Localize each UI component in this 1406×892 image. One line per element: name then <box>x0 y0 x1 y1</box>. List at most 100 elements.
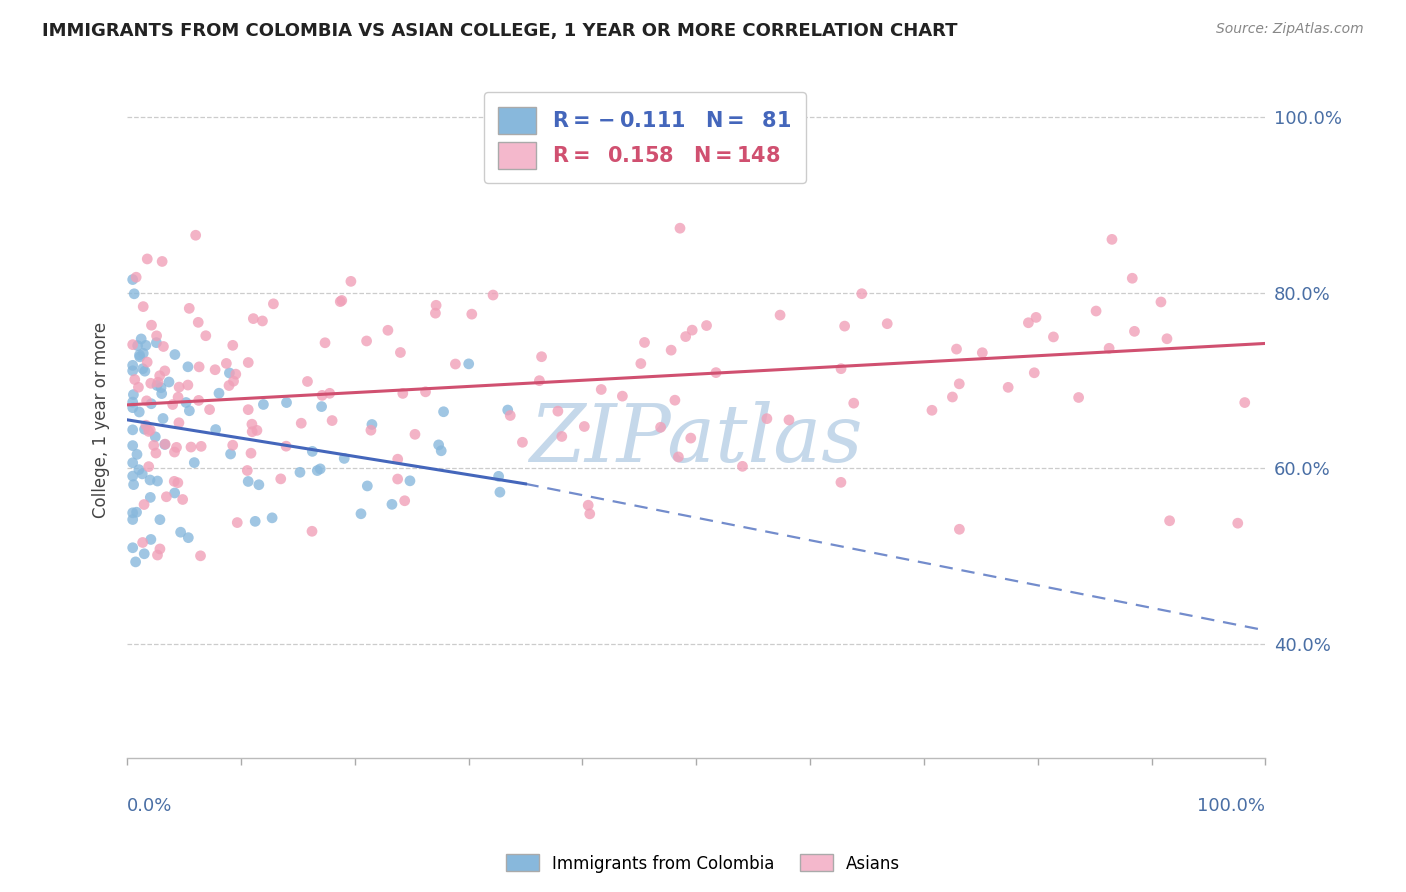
Point <box>387 472 409 486</box>
Point <box>389 345 412 359</box>
Point <box>834 319 856 334</box>
Point <box>132 498 155 512</box>
Point <box>290 416 312 430</box>
Point <box>188 359 211 374</box>
Point <box>262 297 284 311</box>
Point <box>204 362 226 376</box>
Point <box>1123 324 1146 338</box>
Point <box>650 420 672 434</box>
Point <box>432 405 454 419</box>
Point <box>146 548 169 562</box>
Point <box>630 357 652 371</box>
Point <box>215 356 238 370</box>
Point <box>121 359 143 373</box>
Point <box>146 378 169 392</box>
Point <box>222 374 245 388</box>
Point <box>145 446 167 460</box>
Point <box>482 288 505 302</box>
Point <box>138 459 160 474</box>
Point <box>127 380 149 394</box>
Point <box>769 308 792 322</box>
Point <box>425 306 447 320</box>
Point <box>731 459 754 474</box>
Point <box>314 335 336 350</box>
Point <box>311 388 333 402</box>
Point <box>131 467 153 481</box>
Point <box>394 493 416 508</box>
Point <box>276 439 298 453</box>
Point <box>166 475 188 490</box>
Point <box>134 547 156 561</box>
Point <box>132 300 155 314</box>
Point <box>1226 516 1249 531</box>
Point <box>461 307 484 321</box>
Legend: $\mathbf{R = -0.111}$   $\mathbf{N = \ \ 81}$, $\mathbf{R = \ \ 0.158}$   $\math: $\mathbf{R = -0.111}$ $\mathbf{N = \ \ 8… <box>484 92 807 184</box>
Point <box>1017 316 1039 330</box>
Point <box>122 286 145 301</box>
Point <box>128 463 150 477</box>
Point <box>150 254 173 268</box>
Point <box>121 337 143 351</box>
Point <box>218 378 240 392</box>
Point <box>132 346 155 360</box>
Point <box>146 376 169 390</box>
Point <box>136 355 159 369</box>
Point <box>574 419 596 434</box>
Point <box>1085 304 1108 318</box>
Point <box>444 357 467 371</box>
Point <box>945 342 967 356</box>
Point <box>153 364 176 378</box>
Point <box>247 477 270 491</box>
Point <box>972 345 994 359</box>
Point <box>138 425 160 439</box>
Point <box>145 335 167 350</box>
Point <box>377 323 399 337</box>
Point <box>187 315 209 329</box>
Point <box>121 439 143 453</box>
Point <box>141 397 163 411</box>
Point <box>135 418 157 433</box>
Point <box>242 311 264 326</box>
Text: 100.0%: 100.0% <box>1198 797 1265 814</box>
Point <box>172 492 194 507</box>
Text: Source: ZipAtlas.com: Source: ZipAtlas.com <box>1216 22 1364 37</box>
Point <box>129 332 152 346</box>
Point <box>150 386 173 401</box>
Point <box>157 375 180 389</box>
Point <box>270 472 292 486</box>
Point <box>139 533 162 547</box>
Point <box>530 350 553 364</box>
Point <box>167 380 190 394</box>
Point <box>669 221 692 235</box>
Point <box>318 386 340 401</box>
Point <box>146 474 169 488</box>
Point <box>150 381 173 395</box>
Point <box>163 486 186 500</box>
Point <box>666 450 689 464</box>
Point <box>851 286 873 301</box>
Point <box>125 270 148 285</box>
Point <box>578 507 600 521</box>
Point <box>163 445 186 459</box>
Point <box>659 343 682 358</box>
Point <box>139 423 162 437</box>
Y-axis label: College, 1 year or more: College, 1 year or more <box>93 322 110 518</box>
Point <box>208 386 231 401</box>
Point <box>141 318 163 333</box>
Point <box>162 397 184 411</box>
Point <box>134 364 156 378</box>
Point <box>1156 332 1178 346</box>
Point <box>329 294 352 309</box>
Point <box>489 485 512 500</box>
Point <box>121 469 143 483</box>
Point <box>174 395 197 409</box>
Point <box>177 531 200 545</box>
Point <box>132 361 155 376</box>
Point <box>529 374 551 388</box>
Point <box>633 335 655 350</box>
Point <box>301 444 323 458</box>
Point <box>139 473 162 487</box>
Point <box>194 328 217 343</box>
Point <box>830 361 852 376</box>
Point <box>177 359 200 374</box>
